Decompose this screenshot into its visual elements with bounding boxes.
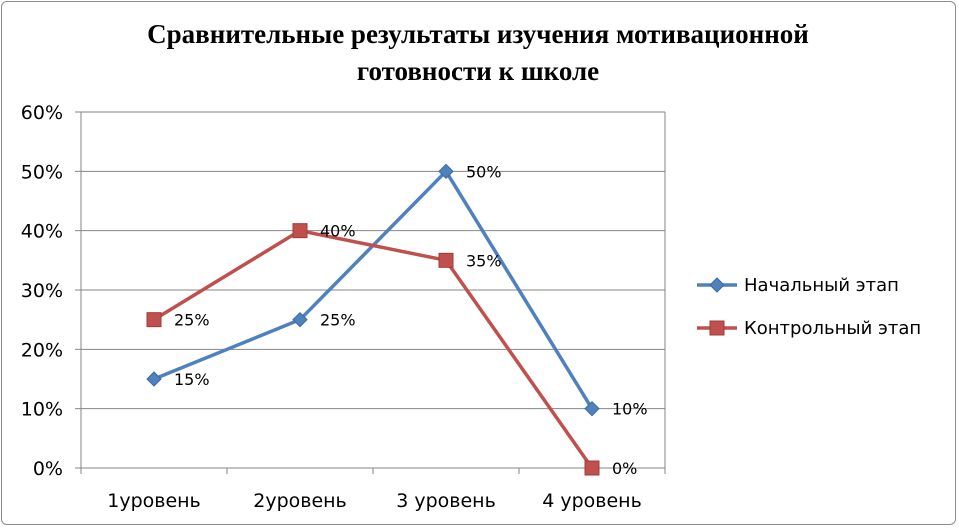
series-2-point [146,312,162,328]
chart-title-line-1: Сравнительные результаты изучения мотива… [147,19,809,49]
plot-series [146,163,600,476]
gridlines [81,111,665,410]
series-1-data-label: 10% [612,400,648,419]
series-1-point [146,371,162,387]
y-tick-label: 20% [21,339,63,361]
series-2-point [584,460,600,476]
x-tick-label: 2уровень [253,490,347,512]
series-1-point [292,311,308,328]
legend-marker-1 [709,277,725,293]
x-tick-label: 4 уровень [542,490,642,512]
series-2-point [438,252,454,268]
legend: Начальный этап Контрольный этап [697,275,921,339]
legend-marker-2 [709,320,725,336]
series-2-data-label: 25% [174,311,210,330]
series-1-data-label: 25% [320,311,356,330]
y-tick-label: 60% [21,102,63,124]
axes: 0% 10% 20% 30% 40% 50% 60% 1уровень 2уровень 3 ур… [21,102,666,512]
x-tick-label: 3 уровень [396,490,496,512]
series-2-data-label: 35% [466,251,502,270]
series-2-data-label: 40% [320,222,356,241]
series-line-2 [153,228,594,470]
chart-title-line-2: готовности к школе [357,56,599,86]
y-tick-label: 30% [21,280,63,302]
series-1-point [438,163,454,180]
x-tick-label: 1уровень [107,490,201,512]
series-1-point [584,400,600,417]
legend-label-2: Контрольный этап [744,318,921,339]
y-tick-label: 40% [21,221,63,243]
y-tick-label: 10% [21,399,63,421]
y-tick-label: 0% [33,458,63,480]
series-1-data-label: 50% [466,162,502,181]
series-1-data-label: 15% [174,370,210,389]
y-tick-label: 50% [21,161,63,183]
series-2-point [292,223,308,239]
series-2-data-label: 0% [612,459,637,478]
legend-label-1: Начальный этап [744,275,899,296]
data-labels: 15% 25% 50% 10% 25% 40% 35% 0% [174,162,648,478]
